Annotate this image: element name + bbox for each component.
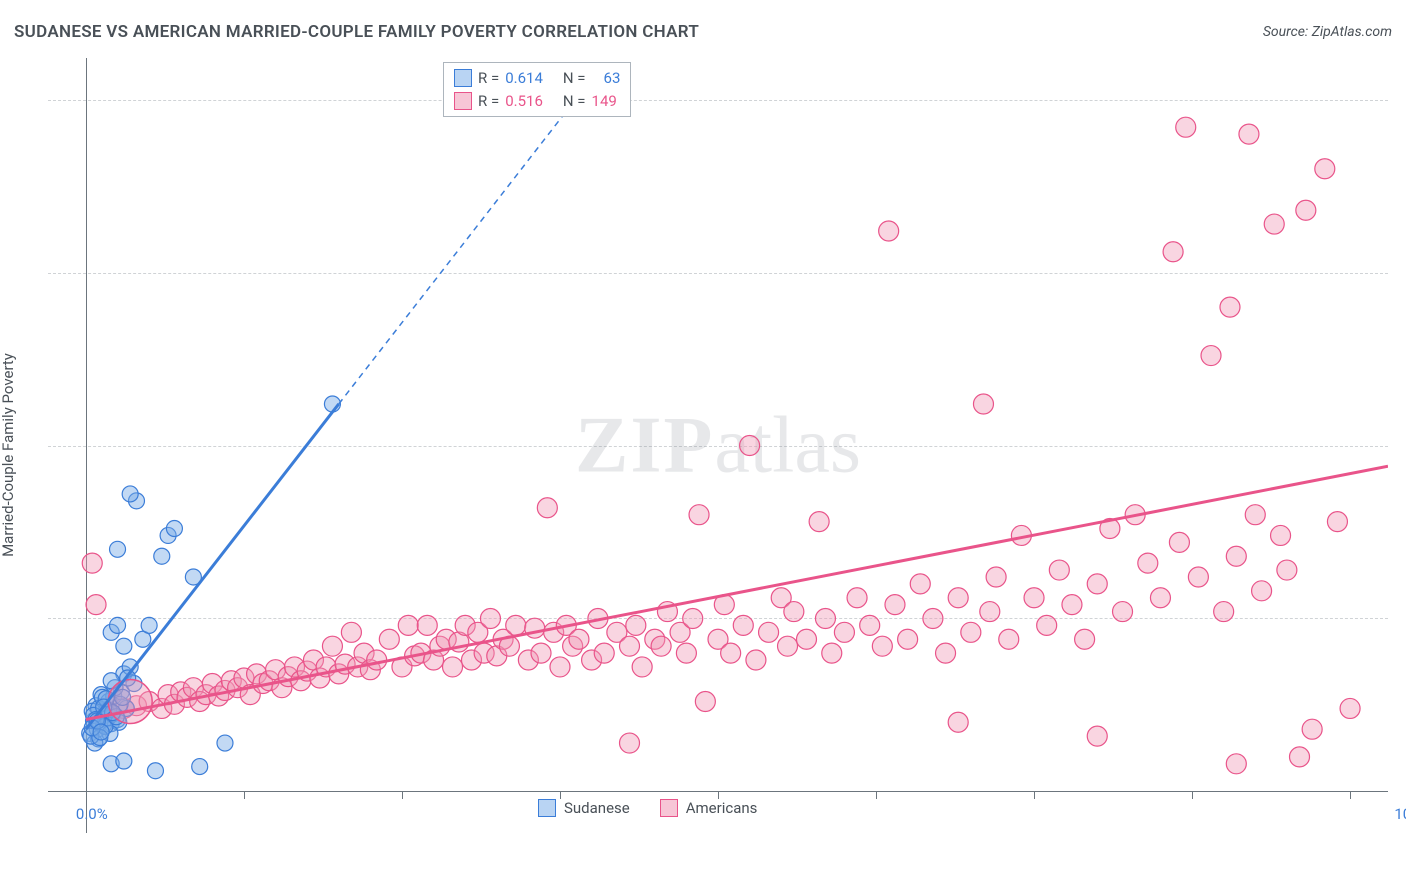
legend-label-americans: Americans (686, 799, 758, 817)
title-bar: SUDANESE VS AMERICAN MARRIED-COUPLE FAMI… (14, 22, 1392, 42)
n-label: N = (563, 90, 586, 113)
r-value-americans: 0.516 (505, 90, 543, 113)
stats-legend: R = 0.614 N = 63 R = 0.516 N = 149 (443, 62, 631, 117)
source-attribution: Source: ZipAtlas.com (1263, 24, 1392, 40)
swatch-sudanese (454, 69, 472, 87)
n-value-sudanese: 63 (604, 67, 621, 90)
stats-row-americans: R = 0.516 N = 149 (454, 90, 620, 113)
legend-label-sudanese: Sudanese (564, 799, 630, 817)
r-label: R = (478, 90, 499, 113)
bottom-legend: Sudanese Americans (538, 799, 757, 817)
legend-item-americans: Americans (660, 799, 758, 817)
swatch-americans (660, 799, 678, 817)
r-value-sudanese: 0.614 (505, 67, 543, 90)
swatch-sudanese (538, 799, 556, 817)
r-label: R = (478, 67, 499, 90)
n-label: N = (563, 67, 586, 90)
n-value-americans: 149 (592, 90, 617, 113)
swatch-americans (454, 92, 472, 110)
x-tick-label-max: 100.0% (1394, 805, 1406, 823)
y-axis-label: Married-Couple Family Poverty (0, 353, 17, 557)
stats-row-sudanese: R = 0.614 N = 63 (454, 67, 620, 90)
plot-area: ZIPatlas R = 0.614 N = 63 R = 0.516 N = … (48, 58, 1388, 833)
legend-item-sudanese: Sudanese (538, 799, 630, 817)
scatter-plot-svg (48, 58, 1388, 833)
chart-title: SUDANESE VS AMERICAN MARRIED-COUPLE FAMI… (14, 22, 699, 42)
